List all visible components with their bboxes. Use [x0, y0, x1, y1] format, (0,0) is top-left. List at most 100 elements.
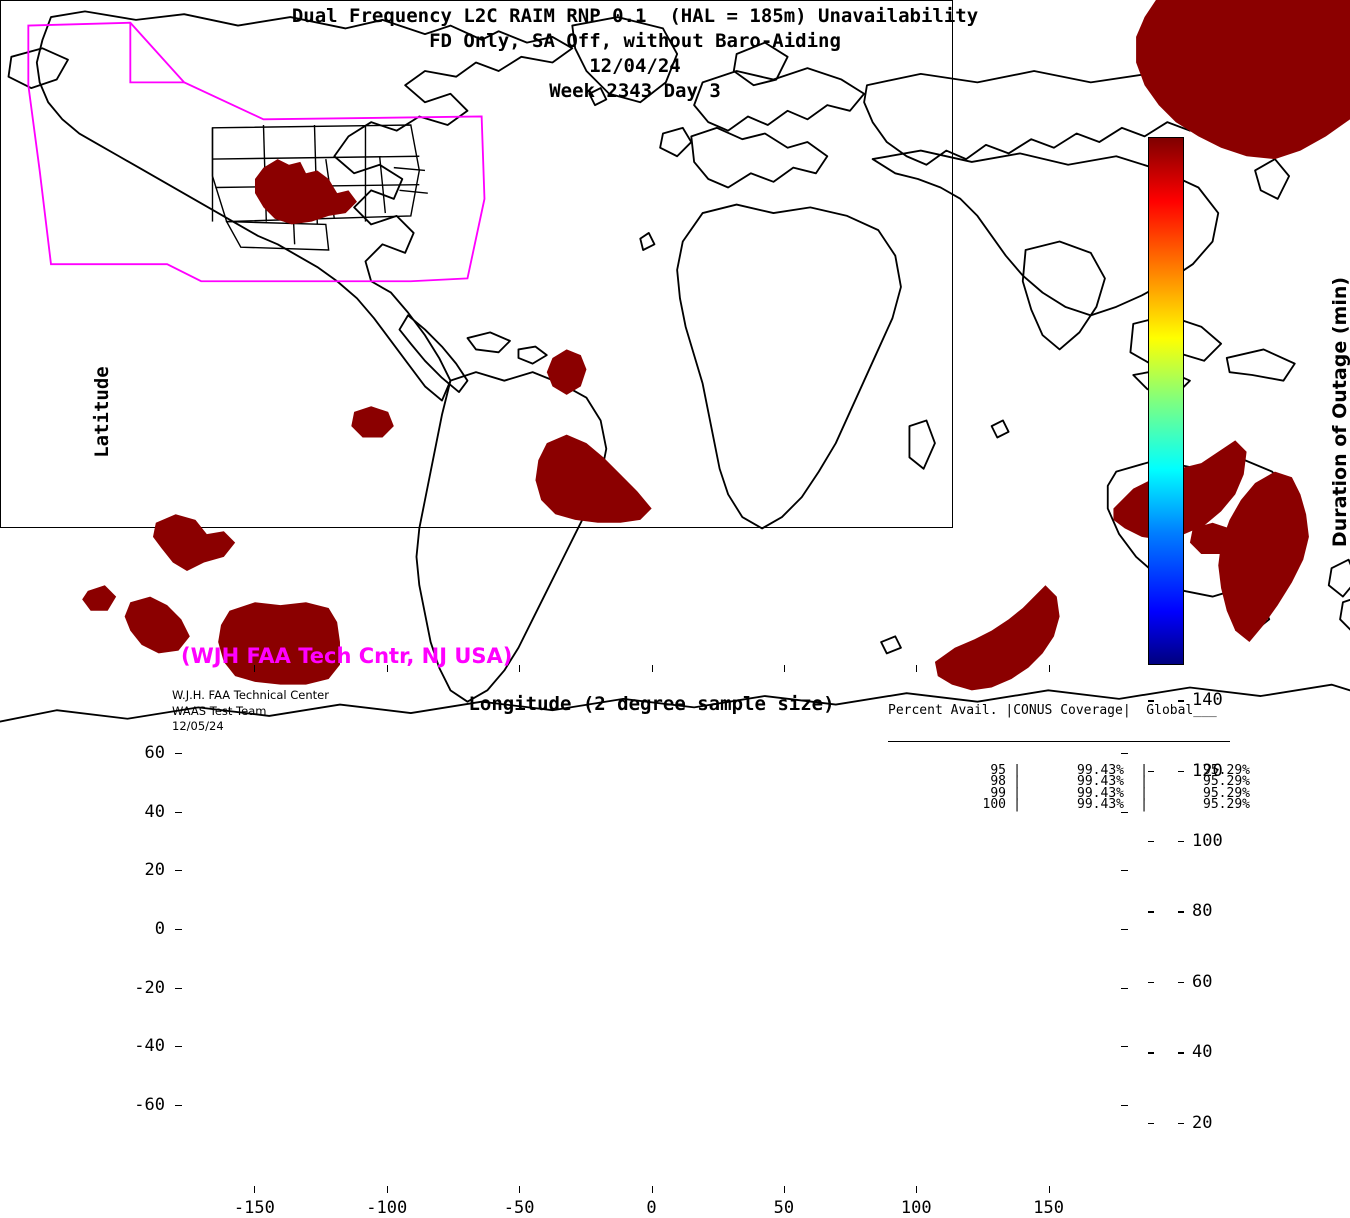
stats-cell-percent: 100	[982, 797, 1006, 812]
stats-table: 95 | 99.43% | 95.29% 98 | 99.43% | 95.29% 99 | 99.43…	[888, 762, 1250, 812]
y-tickmark-right	[1121, 1046, 1128, 1048]
coastlines-layer	[0, 10, 1350, 723]
colorbar-tick-label-0: 20	[1192, 1112, 1213, 1133]
x-tick-label-4: 50	[773, 1198, 795, 1218]
y-tickmark	[175, 987, 182, 989]
stats-row: 98 | 99.43% | 95.29%	[888, 774, 1250, 789]
x-tickmark-top	[386, 665, 388, 672]
colorbar-tickmark-left	[1148, 1122, 1154, 1124]
outage-equatorial-atlantic	[546, 349, 587, 395]
title-line-1: Dual Frequency L2C RAIM RNP 0.1 (HAL = 1…	[291, 5, 979, 27]
colorbar-tickmark-right	[1178, 981, 1184, 984]
y-tickmark-right	[1121, 929, 1128, 930]
x-tick-label-2: -50	[503, 1198, 535, 1218]
y-axis-label: Latitude	[91, 366, 113, 458]
colorbar-tick-label-6: 140	[1192, 690, 1223, 711]
x-tickmark	[254, 1186, 256, 1193]
stats-cell-global: 95.29%	[1203, 762, 1250, 778]
colorbar-tick-label-4: 100	[1192, 831, 1223, 851]
map-canvas	[0, 0, 1350, 723]
colorbar	[1148, 137, 1184, 665]
x-tick-label-3: 0	[646, 1198, 657, 1218]
stats-cell-conus: 99.43%	[1077, 797, 1124, 812]
y-tick-label-3: 0	[154, 919, 165, 939]
stats-header-global: Global	[1146, 703, 1194, 718]
stats-header-rule	[888, 740, 1230, 742]
stats-row: 95 | 99.43% | 95.29%	[888, 762, 1250, 778]
x-tick-label-0: -150	[233, 1198, 275, 1218]
stats-separator-2: |	[1140, 762, 1148, 778]
x-tickmark-top	[519, 665, 521, 672]
colorbar-tickmark-right	[1178, 841, 1184, 843]
x-tickmark	[386, 1186, 388, 1193]
credit-line-2: WAAS Test Team	[172, 703, 267, 718]
colorbar-tickmark-left	[1148, 981, 1154, 984]
stats-row: 100 | 99.43% | 95.29%	[888, 797, 1250, 812]
credit-line-3: 12/05/24	[172, 719, 224, 733]
y-tick-label-1: 40	[144, 801, 165, 822]
credit-block: W.J.H. FAA Technical Center WAAS Test Te…	[172, 688, 329, 735]
colorbar-tick-label-1: 40	[1192, 1042, 1213, 1063]
x-tick-label-5: 100	[900, 1198, 932, 1218]
title-line-2: FD Only, SA Off, without Baro-Aiding	[429, 30, 841, 52]
stats-separator-2: |	[1140, 774, 1148, 789]
colorbar-tickmark-left	[1148, 911, 1154, 913]
y-tickmark-right	[1121, 1105, 1128, 1106]
outage-south-pacific-west	[152, 514, 236, 572]
stats-cell-global: 95.29%	[1203, 774, 1250, 789]
y-tickmark	[175, 1046, 182, 1048]
stats-separator: |	[1013, 797, 1021, 812]
y-tick-label-5: -40	[134, 1036, 165, 1057]
stats-cell-conus: 99.43%	[1077, 785, 1124, 801]
stats-separator: |	[1013, 774, 1021, 789]
stats-header-percent: Percent Avail.	[888, 703, 998, 718]
colorbar-tickmark-left	[1148, 700, 1154, 702]
x-tickmark	[651, 1186, 653, 1193]
stats-cell-percent: 95	[990, 762, 1006, 778]
colorbar-label: Duration of Outage (min)	[1329, 276, 1350, 548]
colorbar-tick-label-2: 60	[1192, 971, 1213, 992]
stats-cell-percent: 99	[990, 785, 1006, 801]
y-tickmark	[175, 1105, 182, 1106]
stats-cell-global: 95.29%	[1203, 797, 1250, 812]
x-tickmark-top	[1048, 665, 1050, 672]
colorbar-gradient	[1148, 137, 1184, 665]
colorbar-tickmark-right	[1178, 911, 1184, 913]
world-map-plot	[0, 0, 1350, 723]
y-tickmark-right	[1121, 870, 1128, 872]
title-line-4: Week 2343 Day 3	[549, 80, 721, 102]
x-axis-label: Longitude (2 degree sample size)	[468, 693, 835, 715]
stats-separator: |	[1013, 785, 1021, 801]
stats-separator-2: |	[1140, 797, 1148, 812]
stats-row: 99 | 99.43% | 95.29%	[888, 785, 1250, 801]
y-tick-label-4: -20	[134, 977, 165, 998]
availability-stats-table: Percent Avail. |CONUS Coverage| Global__…	[888, 682, 1250, 822]
x-tickmark	[916, 1186, 918, 1193]
y-tick-label-0: 60	[144, 743, 165, 763]
waas-service-volume-layer	[27, 21, 486, 283]
y-tickmark	[175, 753, 182, 754]
outage-us-southwest	[254, 159, 357, 225]
colorbar-tickmark-left	[1148, 841, 1154, 843]
colorbar-tickmark-right	[1178, 1122, 1184, 1124]
stats-cell-global: 95.29%	[1203, 785, 1250, 801]
x-tickmark-top	[651, 665, 653, 672]
y-tick-label-6: -60	[134, 1095, 165, 1115]
y-tickmark	[175, 929, 182, 930]
colorbar-tick-label-3: 80	[1192, 901, 1213, 922]
x-tickmark	[783, 1186, 785, 1193]
stats-header-row: Percent Avail. |CONUS Coverage| Global__…	[888, 703, 1217, 718]
stats-separator-2: |	[1140, 785, 1148, 801]
y-tick-label-2: 20	[144, 860, 165, 881]
x-tick-label-6: 150	[1033, 1198, 1064, 1218]
colorbar-tickmark-left	[1148, 1052, 1154, 1054]
x-tickmark-top	[916, 665, 918, 672]
outage-south-atlantic-argentina	[535, 434, 652, 523]
watermark-text: (WJH FAA Tech Cntr, NJ USA)	[181, 644, 513, 668]
x-tick-label-1: -100	[366, 1198, 408, 1218]
stats-separator: |	[1013, 762, 1021, 778]
colorbar-tickmark-right	[1178, 700, 1184, 702]
credit-line-1: W.J.H. FAA Technical Center	[172, 688, 329, 702]
x-tickmark	[519, 1186, 521, 1193]
title-line-3: 12/04/24	[589, 55, 681, 77]
